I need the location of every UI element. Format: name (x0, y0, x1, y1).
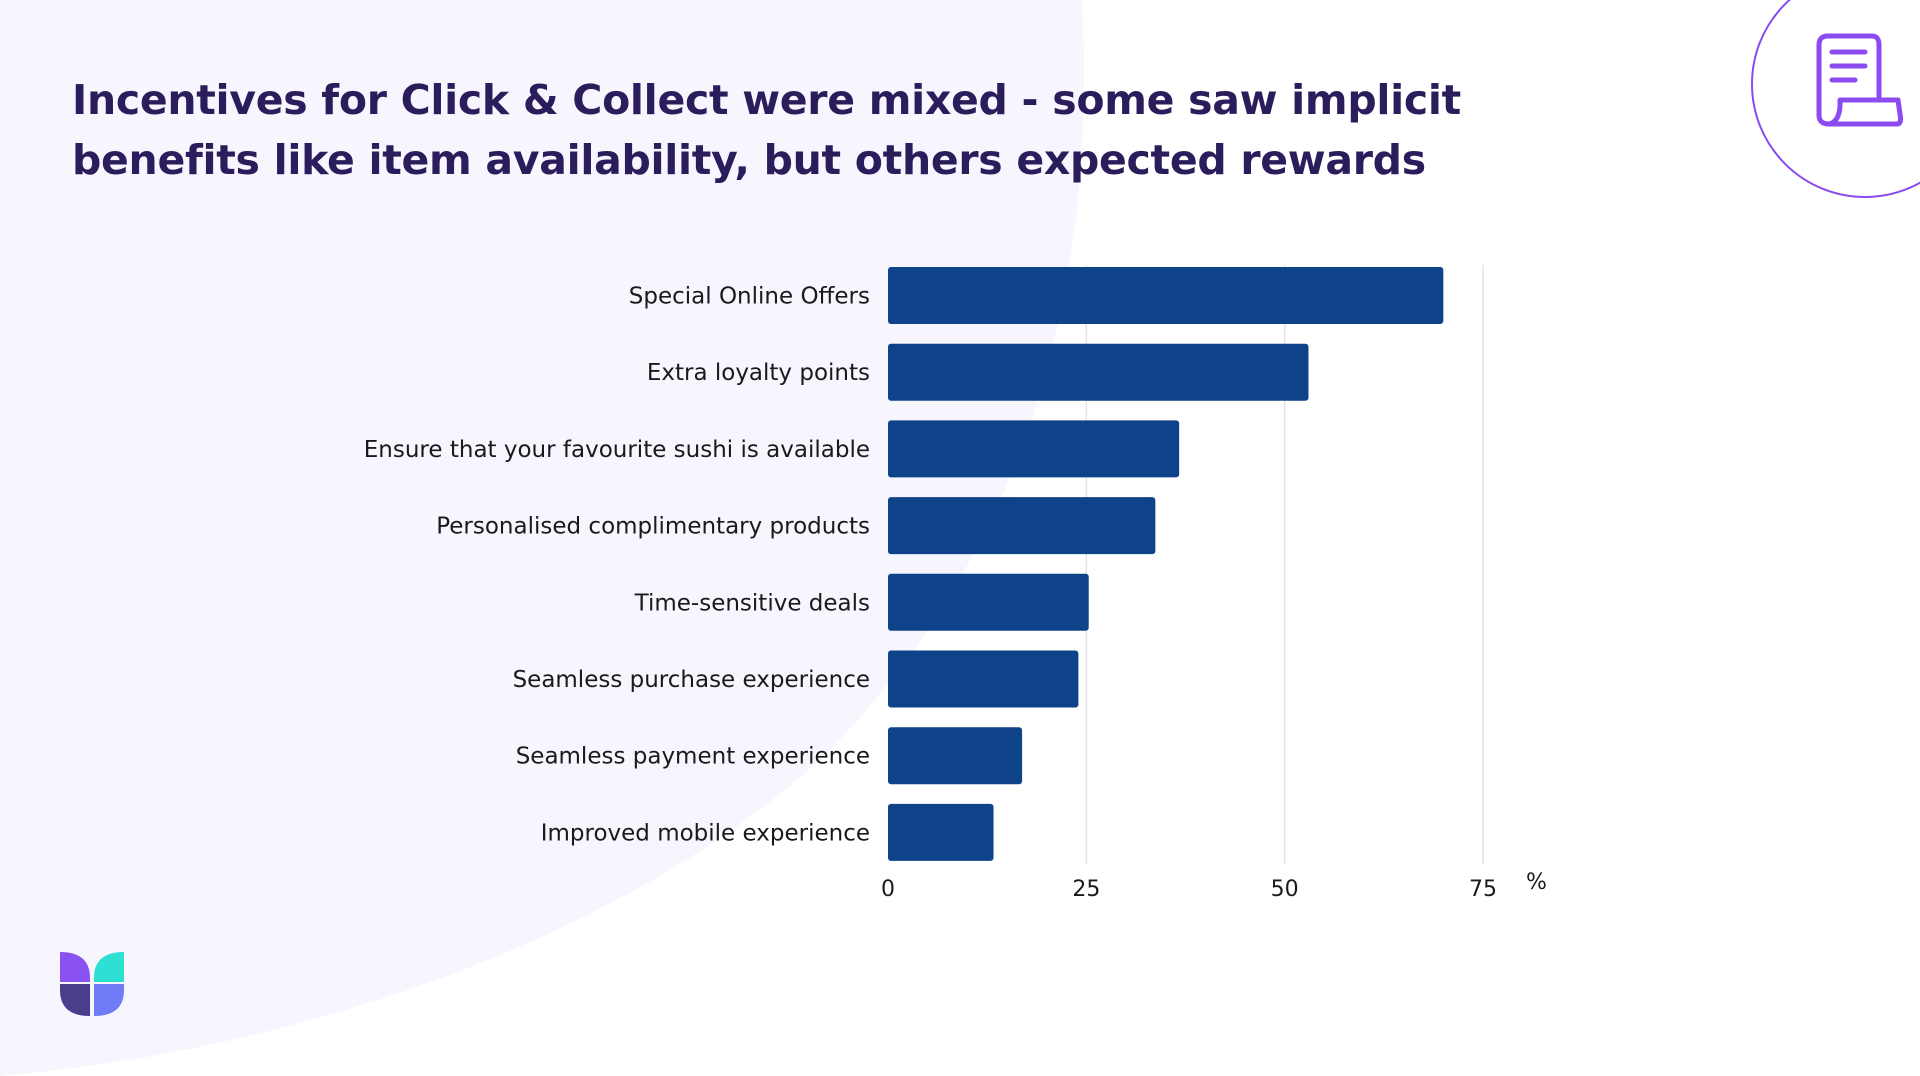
x-axis-unit-label: % (1526, 870, 1547, 895)
brand-logo-icon (58, 950, 128, 1020)
bar (888, 343, 1309, 401)
category-label: Improved mobile experience (541, 820, 870, 846)
category-label: Ensure that your favourite sushi is avai… (364, 437, 870, 463)
document-receipt-icon (1745, 0, 1920, 200)
category-label: Seamless purchase experience (513, 667, 870, 693)
page-title: Incentives for Click & Collect were mixe… (72, 76, 1461, 184)
chart-category-labels: Special Online Offers Extra loyalty point… (364, 284, 870, 847)
bar (888, 803, 994, 861)
bar (888, 650, 1079, 708)
bar (888, 497, 1156, 555)
category-label: Extra loyalty points (647, 360, 870, 386)
background-blob-shape (0, 0, 1084, 1076)
bar (888, 267, 1444, 324)
category-label: Time-sensitive deals (634, 590, 870, 616)
chart-bars (888, 267, 1444, 861)
x-tick-label: 50 (1271, 877, 1299, 902)
category-label: Special Online Offers (629, 284, 870, 310)
bar (888, 727, 1023, 785)
x-tick-label: 0 (881, 877, 895, 902)
category-label: Seamless payment experience (516, 744, 870, 770)
bar (888, 420, 1180, 478)
x-tick-label: 75 (1469, 877, 1497, 902)
bar (888, 573, 1089, 631)
category-label: Personalised complimentary products (436, 514, 870, 540)
x-tick-label: 25 (1072, 877, 1100, 902)
chart-x-ticks: 0 25 50 75 (881, 877, 1497, 902)
